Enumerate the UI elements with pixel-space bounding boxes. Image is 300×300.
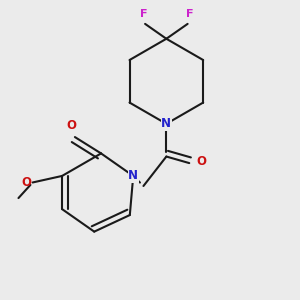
Text: O: O xyxy=(196,155,206,168)
Text: O: O xyxy=(21,176,31,189)
Text: O: O xyxy=(67,119,76,132)
Text: F: F xyxy=(185,9,193,19)
Text: F: F xyxy=(140,9,147,19)
Text: N: N xyxy=(128,169,138,182)
Text: N: N xyxy=(161,117,171,130)
